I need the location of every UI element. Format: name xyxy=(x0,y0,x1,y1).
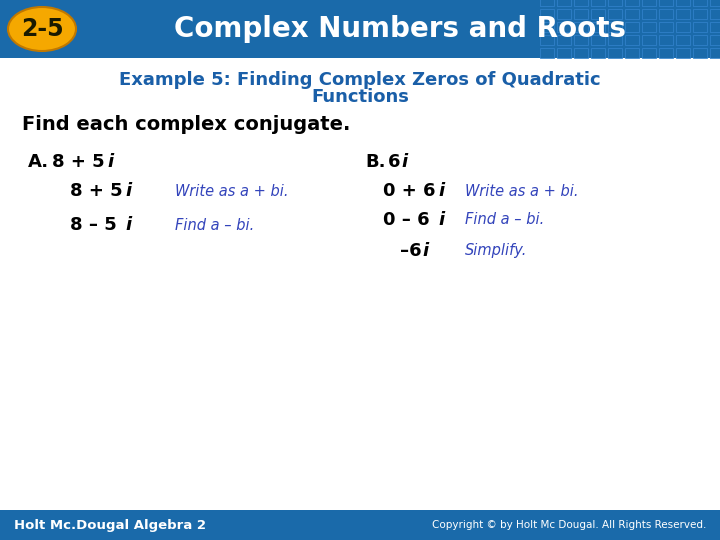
Bar xyxy=(608,22,622,32)
Bar xyxy=(608,9,622,19)
Bar xyxy=(693,48,707,58)
Bar xyxy=(608,35,622,45)
Bar xyxy=(591,22,605,32)
Text: A.: A. xyxy=(28,153,49,171)
Bar xyxy=(574,48,588,58)
Text: i: i xyxy=(401,153,407,171)
Bar xyxy=(574,9,588,19)
Bar xyxy=(710,9,720,19)
Bar xyxy=(693,9,707,19)
Bar xyxy=(659,22,673,32)
Text: Simplify.: Simplify. xyxy=(465,244,527,259)
Text: Holt Mc.Dougal Algebra 2: Holt Mc.Dougal Algebra 2 xyxy=(14,518,206,531)
Bar xyxy=(574,0,588,6)
Text: Find a – bi.: Find a – bi. xyxy=(465,213,544,227)
Text: Find a – bi.: Find a – bi. xyxy=(175,218,254,233)
Bar xyxy=(591,35,605,45)
Bar xyxy=(659,48,673,58)
Bar xyxy=(710,35,720,45)
Bar xyxy=(591,0,605,6)
Bar xyxy=(608,0,622,6)
Bar xyxy=(625,9,639,19)
Bar xyxy=(540,48,554,58)
Bar xyxy=(642,22,656,32)
Bar xyxy=(574,22,588,32)
Text: 8 + 5: 8 + 5 xyxy=(52,153,104,171)
Text: 0 – 6: 0 – 6 xyxy=(383,211,430,229)
Bar xyxy=(710,22,720,32)
Bar xyxy=(557,9,571,19)
Bar xyxy=(540,0,554,6)
Text: Complex Numbers and Roots: Complex Numbers and Roots xyxy=(174,15,626,43)
Bar xyxy=(676,22,690,32)
Bar xyxy=(0,510,720,540)
Bar xyxy=(676,0,690,6)
Bar xyxy=(557,48,571,58)
Text: –6: –6 xyxy=(400,242,422,260)
Text: i: i xyxy=(438,211,444,229)
Text: Find each complex conjugate.: Find each complex conjugate. xyxy=(22,116,351,134)
Text: i: i xyxy=(125,182,131,200)
Bar xyxy=(659,0,673,6)
Bar xyxy=(693,0,707,6)
Text: Functions: Functions xyxy=(311,88,409,106)
Bar xyxy=(540,9,554,19)
Text: 2-5: 2-5 xyxy=(21,17,63,41)
Bar xyxy=(574,35,588,45)
Bar xyxy=(659,9,673,19)
Text: i: i xyxy=(125,216,131,234)
Bar xyxy=(625,0,639,6)
Bar xyxy=(642,48,656,58)
Bar xyxy=(625,35,639,45)
Bar xyxy=(710,48,720,58)
Text: i: i xyxy=(438,182,444,200)
Bar xyxy=(676,35,690,45)
Bar xyxy=(659,35,673,45)
Bar xyxy=(557,22,571,32)
Text: Write as a + bi.: Write as a + bi. xyxy=(465,184,578,199)
Ellipse shape xyxy=(8,7,76,51)
Bar xyxy=(540,22,554,32)
Bar xyxy=(591,9,605,19)
Text: Copyright © by Holt Mc Dougal. All Rights Reserved.: Copyright © by Holt Mc Dougal. All Right… xyxy=(431,520,706,530)
Bar xyxy=(540,35,554,45)
Text: B.: B. xyxy=(365,153,385,171)
Text: i: i xyxy=(422,242,428,260)
Bar xyxy=(591,48,605,58)
Bar xyxy=(642,9,656,19)
Bar xyxy=(710,0,720,6)
Bar xyxy=(557,35,571,45)
Bar xyxy=(557,0,571,6)
Bar xyxy=(642,0,656,6)
Text: 6: 6 xyxy=(388,153,400,171)
Bar xyxy=(693,35,707,45)
Text: 8 + 5: 8 + 5 xyxy=(70,182,122,200)
Text: Example 5: Finding Complex Zeros of Quadratic: Example 5: Finding Complex Zeros of Quad… xyxy=(120,71,600,89)
Bar xyxy=(676,48,690,58)
Bar xyxy=(676,9,690,19)
Bar xyxy=(608,48,622,58)
Bar xyxy=(0,0,720,58)
Bar xyxy=(625,48,639,58)
Text: 8 – 5: 8 – 5 xyxy=(70,216,117,234)
Bar xyxy=(625,22,639,32)
Bar xyxy=(642,35,656,45)
Text: i: i xyxy=(107,153,113,171)
Bar xyxy=(693,22,707,32)
Text: Write as a + bi.: Write as a + bi. xyxy=(175,184,289,199)
Text: 0 + 6: 0 + 6 xyxy=(383,182,436,200)
